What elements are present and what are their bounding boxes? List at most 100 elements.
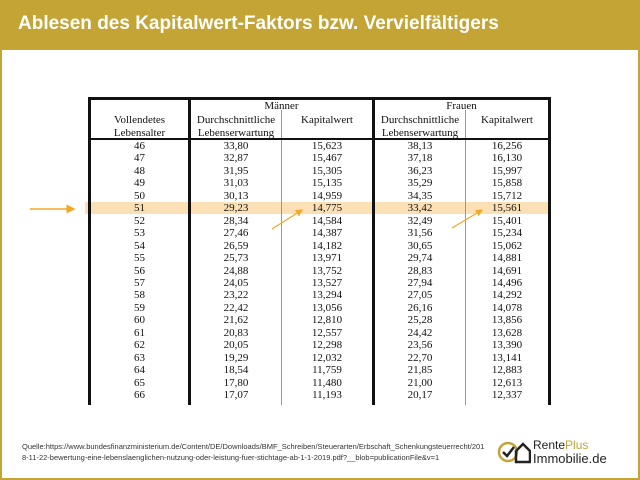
table-cell: 14,496 [491, 276, 523, 289]
table-cell: 25,28 [407, 314, 433, 327]
table-cell: 24,88 [223, 264, 249, 277]
table-row: 52 28,34 14,584 32,49 15,401 [88, 215, 551, 227]
table-cell: 11,759 [312, 364, 342, 377]
title-bar: Ablesen des Kapitalwert-Faktors bzw. Ver… [0, 0, 640, 50]
table-row: 60 21,62 12,810 25,28 13,856 [88, 314, 551, 326]
table-cell: 18,54 [223, 364, 249, 377]
table-cell: 64 [134, 364, 145, 377]
table-cell: 20,83 [223, 326, 249, 339]
table-cell: 13,971 [311, 252, 343, 265]
border-line [188, 97, 191, 405]
header-women: Frauen [446, 100, 477, 112]
table-row: 62 20,05 12,298 23,56 13,390 [88, 339, 551, 351]
table-row: 46 33,80 15,623 38,13 16,256 [88, 140, 551, 152]
table-cell: 12,032 [311, 351, 343, 364]
table-cell: 32,49 [407, 214, 433, 227]
header-text: Lebensalter [113, 127, 166, 139]
table-cell: 34,35 [407, 189, 433, 202]
table-cell: 57 [134, 276, 145, 289]
table-cell: 15,135 [311, 177, 343, 190]
table-cell: 27,46 [223, 227, 249, 240]
table-cell: 60 [134, 314, 145, 327]
table-cell: 29,23 [223, 202, 249, 215]
table-cell: 36,23 [407, 164, 433, 177]
table-cell: 14,387 [311, 227, 343, 240]
table-cell: 15,858 [491, 177, 523, 190]
table-cell: 47 [134, 152, 145, 165]
table-cell: 15,561 [491, 202, 523, 215]
table-cell: 31,95 [223, 164, 249, 177]
table-cell: 30,13 [223, 189, 249, 202]
table-cell: 14,691 [491, 264, 523, 277]
table-cell: 11,480 [312, 376, 342, 389]
table-cell: 16,256 [491, 140, 523, 152]
table-cell: 15,401 [491, 214, 523, 227]
table-cell: 14,292 [491, 289, 523, 302]
table-row: 57 24,05 13,527 27,94 14,496 [88, 277, 551, 289]
table-row: 61 20,83 12,557 24,42 13,628 [88, 327, 551, 339]
table-cell: 15,623 [311, 140, 343, 152]
table-cell: 13,752 [311, 264, 343, 277]
table-cell: 11,193 [312, 389, 342, 401]
table-cell: 13,390 [491, 339, 523, 352]
table-cell: 28,34 [223, 214, 249, 227]
table-cell: 21,62 [223, 314, 249, 327]
table-cell: 33,42 [407, 202, 433, 215]
table-cell: 58 [134, 289, 145, 302]
table-cell: 37,18 [407, 152, 433, 165]
table-row: 63 19,29 12,032 22,70 13,141 [88, 352, 551, 364]
table-row: 55 25,73 13,971 29,74 14,881 [88, 252, 551, 264]
border-line [88, 97, 551, 100]
table-cell: 22,42 [223, 301, 249, 314]
table-cell: 52 [134, 214, 145, 227]
table-row: 64 18,54 11,759 21,85 12,883 [88, 364, 551, 376]
border-line [548, 97, 551, 405]
table-cell: 29,74 [407, 252, 433, 265]
table-row: 48 31,95 15,305 36,23 15,997 [88, 165, 551, 177]
logo-text-plus: Plus [565, 438, 589, 452]
table-cell: 13,294 [311, 289, 343, 302]
source-line[interactable]: Quelle:https://www.bundesfinanzministeri… [22, 442, 485, 451]
table-cell: 27,05 [407, 289, 433, 302]
table-cell: 12,557 [311, 326, 343, 339]
header-women-life: Durchschnittliche Lebenserwartung [375, 114, 465, 140]
table-cell: 26,59 [223, 239, 249, 252]
source-note: Quelle:https://www.bundesfinanzministeri… [22, 441, 492, 463]
header-men: Männer [264, 100, 299, 112]
table-cell: 12,613 [491, 376, 523, 389]
table-cell: 16,130 [491, 152, 523, 165]
header-women-kw: Kapitalwert [481, 114, 533, 126]
border-line [372, 97, 375, 405]
table-cell: 21,00 [407, 376, 433, 389]
header-text: Durchschnittliche [196, 114, 276, 126]
header-men-kw: Kapitalwert [301, 114, 353, 126]
table-cell: 15,712 [491, 189, 523, 202]
logo-text: RentePlus [533, 438, 588, 452]
table-cell: 12,883 [491, 364, 523, 377]
table-cell: 13,527 [311, 276, 343, 289]
table-cell: 27,94 [407, 276, 433, 289]
table-row: 54 26,59 14,182 30,65 15,062 [88, 240, 551, 252]
table-row: 58 23,22 13,294 27,05 14,292 [88, 289, 551, 301]
table-cell: 14,959 [311, 189, 343, 202]
border-line [281, 110, 282, 405]
table-cell: 56 [134, 264, 145, 277]
table-row: 56 24,88 13,752 28,83 14,691 [88, 265, 551, 277]
header-age: Vollendetes Lebensalter [91, 114, 188, 140]
arrow-women-kw [451, 209, 484, 229]
table-cell: 28,83 [407, 264, 433, 277]
table-cell: 17,80 [223, 376, 249, 389]
table-cell: 21,85 [407, 364, 433, 377]
table-row: 66 17,07 11,193 20,17 12,337 [88, 389, 551, 401]
table-cell: 65 [134, 376, 145, 389]
table-cell: 50 [134, 189, 145, 202]
table-cell: 38,13 [407, 140, 433, 152]
table-cell: 23,22 [223, 289, 249, 302]
source-line[interactable]: 8-11-22-bewertung-eine-lebenslaenglichen… [22, 453, 440, 462]
border-line [88, 138, 551, 140]
table-row: 49 31,03 15,135 35,29 15,858 [88, 177, 551, 189]
table-cell: 30,65 [407, 239, 433, 252]
table-cell: 15,305 [311, 164, 343, 177]
table-cell: 33,80 [223, 140, 249, 152]
